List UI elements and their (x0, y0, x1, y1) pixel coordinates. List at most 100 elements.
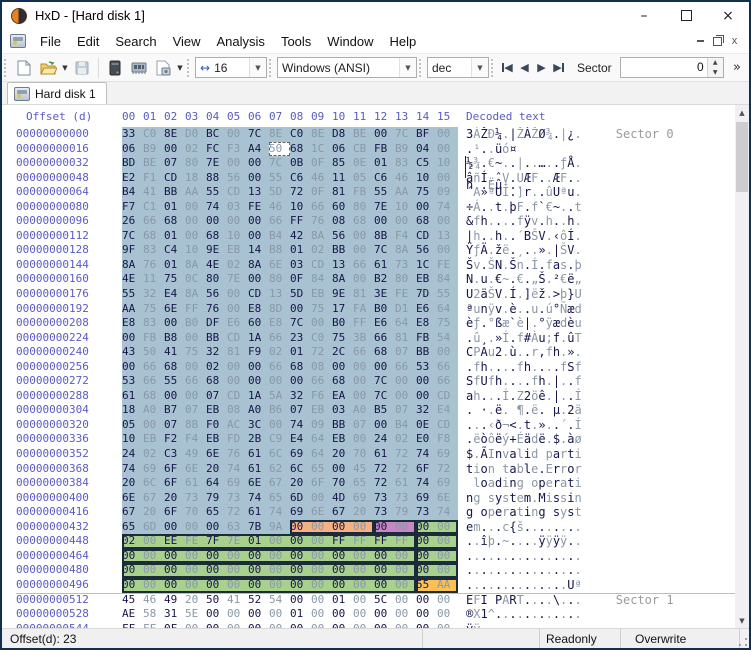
decoded-char[interactable]: ä (523, 432, 532, 447)
decoded-char[interactable]: . (567, 199, 575, 214)
decoded-char[interactable]: ~ (552, 199, 561, 214)
decoded-char[interactable]: n (574, 490, 582, 505)
decoded-char[interactable]: . (509, 185, 517, 200)
hex-byte[interactable]: 07 (395, 345, 416, 360)
hex-byte[interactable]: 06 (122, 141, 143, 157)
decoded-char[interactable]: € (494, 272, 503, 287)
hex-byte[interactable]: 41 (227, 592, 241, 606)
decoded-char[interactable]: . (516, 417, 524, 432)
hex-byte[interactable]: 00 (227, 287, 248, 302)
hex-byte[interactable]: 0F (311, 185, 332, 200)
hex-byte[interactable]: 64 (311, 447, 332, 462)
decoded-char[interactable]: . (480, 141, 488, 156)
hex-byte[interactable]: 68 (416, 214, 437, 229)
decoded-char[interactable]: . (523, 257, 532, 272)
hex-byte[interactable]: C1 (143, 199, 164, 215)
hex-byte[interactable]: C0 (290, 127, 311, 142)
decoded-char[interactable]: | (516, 156, 524, 171)
hex-byte[interactable]: 00 (416, 534, 437, 549)
hex-byte[interactable]: 00 (437, 141, 458, 157)
hex-byte[interactable]: 66 (353, 257, 374, 273)
hex-byte[interactable]: 00 (332, 548, 353, 564)
hex-byte[interactable]: 9E (332, 287, 353, 302)
decoded-char[interactable]: i (574, 476, 582, 491)
decoded-char[interactable]: . (480, 417, 488, 432)
decoded-char[interactable]: û (473, 330, 481, 345)
decoded-char[interactable]: . (473, 534, 481, 549)
decoded-char[interactable]: Z (516, 388, 524, 403)
hex-byte[interactable]: EB (206, 432, 227, 448)
decoded-char[interactable]: 2 (494, 345, 503, 360)
hex-byte[interactable]: 70 (332, 476, 353, 491)
decoded-char[interactable]: ¬ (502, 417, 510, 432)
hex-byte[interactable]: 00 (416, 592, 430, 606)
hex-byte[interactable]: 02 (269, 345, 290, 360)
hex-byte[interactable]: 83 (143, 316, 164, 331)
hex-byte[interactable]: 7C (269, 156, 290, 171)
decoded-char[interactable]: ˆ (494, 170, 503, 185)
decoded-char[interactable]: . (487, 359, 495, 374)
hex-byte[interactable]: 79 (395, 505, 416, 520)
hex-byte[interactable]: 00 (164, 316, 185, 331)
decoded-char[interactable]: u (567, 185, 575, 200)
hex-byte[interactable]: 00 (269, 607, 283, 621)
decoded-char[interactable]: . (524, 622, 531, 628)
menu-item-view[interactable]: View (172, 33, 201, 49)
decoded-char[interactable]: . (502, 548, 510, 563)
hex-byte[interactable]: CD (437, 417, 458, 433)
hex-byte[interactable]: 46 (395, 170, 416, 186)
hex-byte[interactable]: CB (353, 141, 374, 157)
hex-byte[interactable]: 00 (185, 359, 206, 375)
hex-byte[interactable]: 5E (185, 607, 199, 621)
decoded-char[interactable]: . (516, 548, 524, 563)
decoded-char[interactable]: . (574, 592, 582, 607)
hex-byte[interactable]: 00 (164, 548, 185, 564)
hex-byte[interactable]: 64 (206, 476, 227, 491)
hex-byte[interactable]: 02 (143, 447, 164, 462)
decoded-char[interactable]: . (509, 534, 517, 549)
hex-byte[interactable]: 3B (353, 330, 374, 346)
decoded-char[interactable]: . (502, 374, 510, 389)
hex-byte[interactable]: 01 (164, 199, 185, 215)
offset-base-combobox[interactable]: dec ▼ (427, 57, 489, 78)
decoded-char[interactable]: Ž (516, 127, 524, 141)
decoded-char[interactable]: . (502, 622, 509, 628)
hex-byte[interactable]: 00 (353, 577, 374, 593)
hex-byte[interactable]: 00 (248, 214, 269, 229)
hex-byte[interactable]: 26 (122, 214, 143, 229)
toolbar-overflow-button[interactable]: » (733, 60, 741, 75)
hex-byte[interactable]: 80 (353, 199, 374, 215)
decoded-char[interactable]: t (523, 417, 532, 432)
hex-byte[interactable]: 01 (290, 345, 311, 360)
hex-byte[interactable]: 88 (206, 170, 227, 186)
decoded-char[interactable]: . (487, 228, 495, 243)
hex-byte[interactable]: 00 (227, 301, 248, 317)
hex-byte[interactable]: 42 (290, 228, 311, 244)
decoded-char[interactable]: â (466, 170, 474, 185)
hex-byte[interactable]: 05 (353, 170, 374, 186)
decoded-char[interactable]: i (567, 490, 575, 505)
hex-byte[interactable]: 00 (395, 388, 416, 404)
hex-byte[interactable]: 56 (227, 170, 248, 186)
hex-byte[interactable]: 68 (164, 214, 185, 229)
hex-byte[interactable]: 81 (227, 345, 248, 360)
decoded-char[interactable]: ò (480, 432, 488, 447)
hex-byte[interactable]: 74 (437, 505, 458, 520)
decoded-char[interactable]: . (574, 607, 582, 622)
decoded-char[interactable]: . (466, 403, 474, 418)
hex-byte[interactable]: F7 (122, 199, 143, 215)
decoded-char[interactable]: . (531, 417, 539, 432)
hex-byte[interactable]: 00 (437, 534, 458, 549)
hex-byte[interactable]: 69 (416, 490, 437, 506)
decoded-char[interactable]: | (552, 243, 561, 258)
decoded-char[interactable]: p (487, 505, 495, 520)
decoded-char[interactable]: d (560, 316, 568, 331)
hex-byte[interactable]: 00 (332, 607, 346, 621)
decoded-char[interactable]: Æ (523, 170, 532, 185)
hex-byte[interactable]: E8 (248, 301, 269, 317)
hex-byte[interactable]: 56 (332, 228, 353, 244)
hex-byte[interactable]: 67 (269, 476, 290, 491)
decoded-char[interactable]: ë (531, 287, 539, 302)
decoded-char[interactable]: p (538, 476, 546, 491)
hex-byte[interactable]: 68 (143, 388, 164, 404)
